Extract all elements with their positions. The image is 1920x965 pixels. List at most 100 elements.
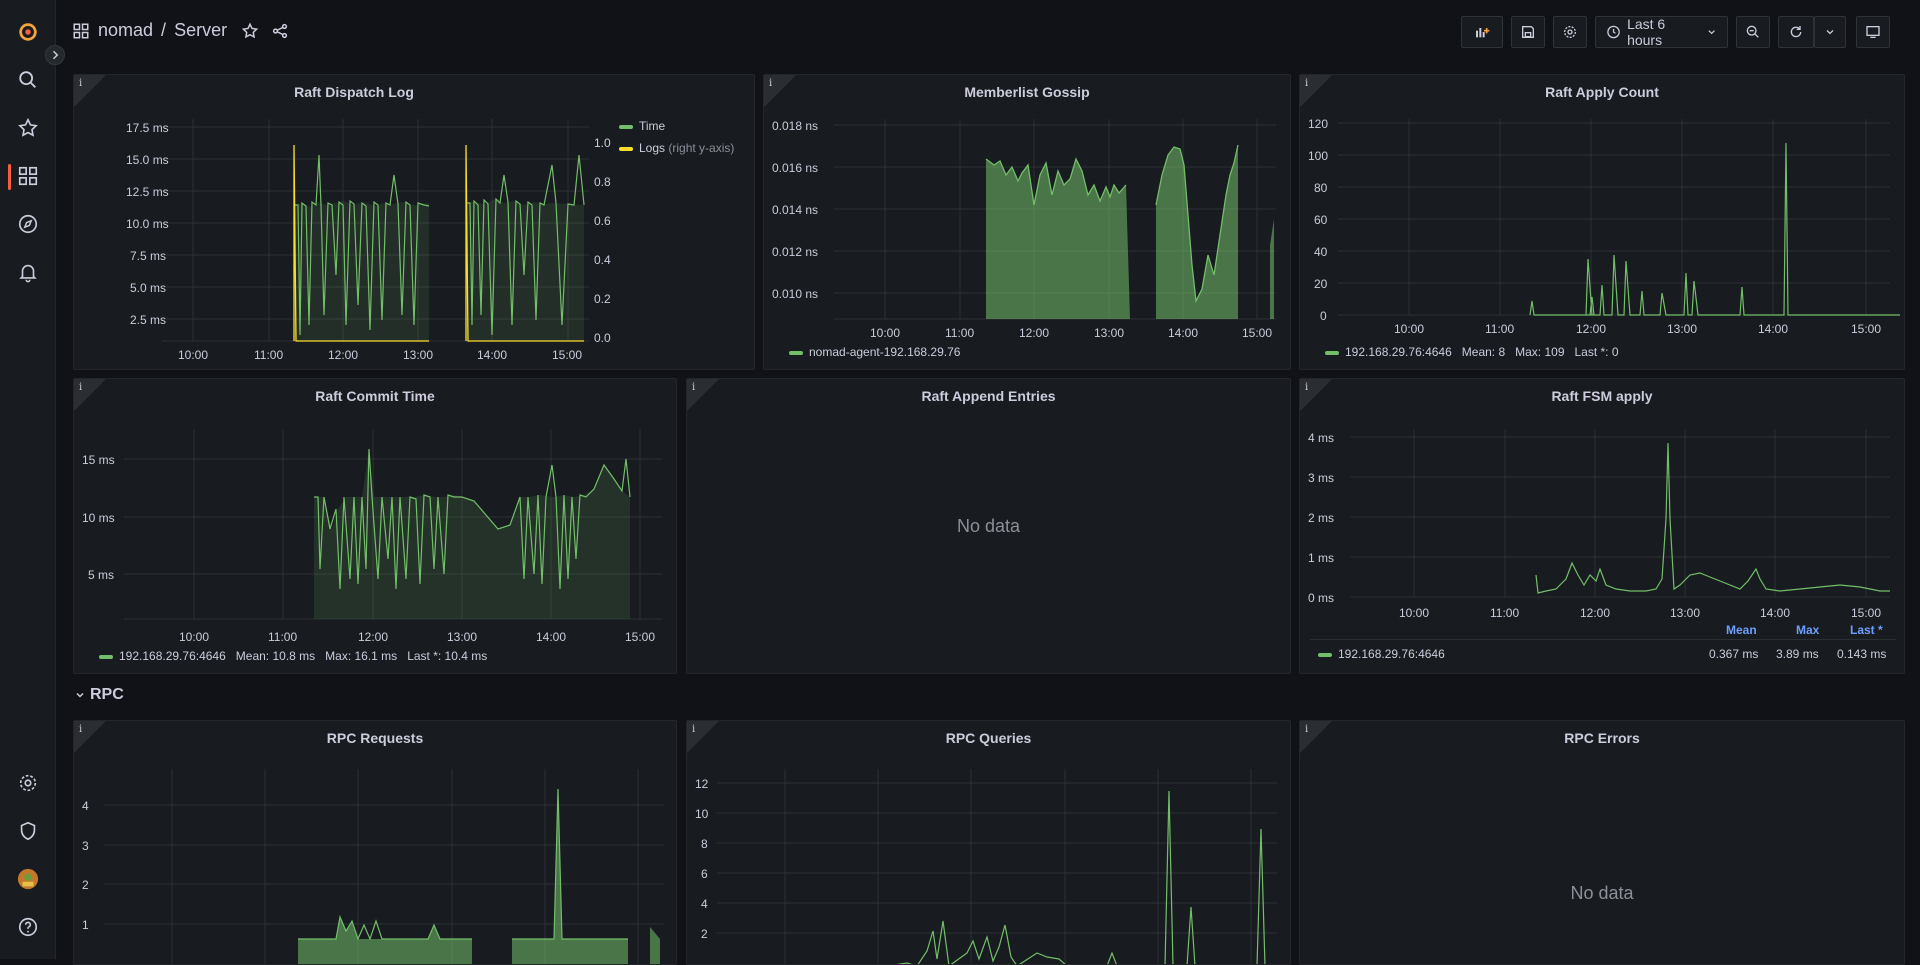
panel-info-corner[interactable] <box>764 75 796 107</box>
grid <box>162 119 589 342</box>
y-tick: 80 <box>1314 181 1328 195</box>
y-tick: 17.5 ms <box>126 121 169 135</box>
legend-header-last[interactable]: Last * <box>1850 623 1883 637</box>
panel-title[interactable]: RPC Queries <box>945 730 1032 746</box>
share-icon[interactable] <box>271 22 289 40</box>
x-tick: 11:00 <box>1485 322 1514 336</box>
legend-item[interactable]: nomad-agent-192.168.29.76 <box>789 345 960 359</box>
legend: 192.168.29.76:4646 Mean: 8 Max: 109 Last… <box>1325 345 1619 359</box>
star-dashboard-icon[interactable] <box>241 22 259 40</box>
row-header-rpc[interactable]: RPC <box>74 686 124 704</box>
memberlist-chart: 0.018 ns 0.016 ns 0.014 ns 0.012 ns 0.01… <box>772 119 1276 340</box>
panel-info-corner[interactable] <box>687 379 719 411</box>
avatar[interactable] <box>14 865 42 893</box>
panel-raft-append-entries: i Raft Append Entries No data <box>686 378 1291 674</box>
grafana-logo-icon[interactable] <box>14 18 42 46</box>
dashboards-icon[interactable] <box>14 162 42 190</box>
alerting-bell-icon[interactable] <box>14 258 42 286</box>
panel-title[interactable]: Raft Commit Time <box>315 388 435 404</box>
dashboard-settings-button[interactable] <box>1553 16 1587 48</box>
legend-mean: 0.367 ms <box>1709 647 1759 661</box>
explore-compass-icon[interactable] <box>14 210 42 238</box>
legend-item-logs[interactable]: Logs (right y-axis) <box>619 141 734 155</box>
panel-info-corner[interactable] <box>1300 721 1332 753</box>
legend-last: Last *: 10.4 ms <box>407 649 488 663</box>
info-icon: i <box>1305 724 1309 735</box>
panel-title[interactable]: Raft FSM apply <box>1551 388 1653 404</box>
help-icon[interactable] <box>14 913 42 941</box>
panel-raft-apply-count: i Raft Apply Count 120 100 80 60 40 20 0… <box>1299 74 1905 370</box>
chevron-right-icon <box>52 50 59 60</box>
legend-item[interactable]: 192.168.29.76:4646 <box>1325 345 1452 359</box>
y-tick: 4 ms <box>1308 431 1334 445</box>
refresh-icon <box>1790 26 1802 38</box>
panel-title[interactable]: RPC Errors <box>1564 730 1640 746</box>
configuration-gear-icon[interactable] <box>14 769 42 797</box>
rpc-requests-area-3 <box>650 927 660 964</box>
panel-info-corner[interactable] <box>1300 75 1332 107</box>
server-admin-shield-icon[interactable] <box>14 817 42 845</box>
panel-info-corner[interactable] <box>74 75 106 107</box>
x-tick: 13:00 <box>1094 326 1124 340</box>
y-tick: 0.012 ns <box>772 245 818 259</box>
panel-title[interactable]: Memberlist Gossip <box>964 84 1090 100</box>
legend-mean: Mean: 10.8 ms <box>235 649 316 663</box>
fsm-apply-chart: 4 ms 3 ms 2 ms 1 ms 0 ms 10:00 11:00 12:… <box>1308 429 1890 620</box>
sidebar <box>0 0 65 959</box>
y-tick: 8 <box>701 837 708 851</box>
add-panel-button[interactable] <box>1461 16 1503 48</box>
panel-info-corner[interactable] <box>687 721 719 753</box>
y-tick: 3 ms <box>1308 471 1334 485</box>
active-indicator <box>8 164 11 190</box>
panel-memberlist-gossip: i Memberlist Gossip 0.018 ns 0.016 ns 0.… <box>763 74 1291 370</box>
panel-raft-fsm-apply: i Raft FSM apply 4 ms 3 ms 2 ms 1 ms 0 m… <box>1299 378 1905 674</box>
y-tick: 0.016 ns <box>772 161 818 175</box>
panel-title[interactable]: RPC Requests <box>326 730 424 746</box>
x-tick: 15:00 <box>552 348 582 362</box>
refresh-interval-dropdown[interactable] <box>1814 16 1846 48</box>
grid <box>1338 119 1890 316</box>
x-tick: 14:00 <box>1758 322 1788 336</box>
x-tick: 13:00 <box>1667 322 1697 336</box>
no-data-message: No data <box>1570 883 1634 903</box>
panel-info-corner[interactable] <box>74 379 106 411</box>
legend-item-time[interactable]: Time <box>619 119 665 133</box>
x-tick: 14:00 <box>1760 606 1790 620</box>
dashboard-title[interactable]: Server <box>174 20 228 40</box>
panel-rpc-requests: i RPC Requests 4 3 2 1 <box>73 720 677 965</box>
expand-sidebar-button[interactable] <box>45 45 65 65</box>
save-dashboard-button[interactable] <box>1511 16 1545 48</box>
y-right-tick: 0.8 <box>594 175 611 189</box>
x-tick: 12:00 <box>1580 606 1610 620</box>
x-tick: 12:00 <box>1576 322 1606 336</box>
legend-header-mean[interactable]: Mean <box>1726 623 1757 637</box>
panel-info-corner[interactable] <box>1300 379 1332 411</box>
legend-max: Max: 16.1 ms <box>325 649 398 663</box>
x-tick: 14:00 <box>1168 326 1198 340</box>
y-tick: 2 ms <box>1308 511 1334 525</box>
legend-item[interactable]: 192.168.29.76:4646 <box>99 649 226 663</box>
search-icon[interactable] <box>14 66 42 94</box>
commit-line <box>314 448 631 590</box>
breadcrumb-folder[interactable]: nomad <box>98 20 154 40</box>
time-series-line-2 <box>466 154 585 336</box>
panel-title[interactable]: Raft Append Entries <box>921 388 1056 404</box>
tv-mode-button[interactable] <box>1856 16 1890 48</box>
grid <box>1350 429 1890 598</box>
panel-info-corner[interactable] <box>74 721 106 753</box>
panel-title[interactable]: Raft Apply Count <box>1545 84 1659 100</box>
y-tick: 7.5 ms <box>130 249 166 263</box>
starred-icon[interactable] <box>14 114 42 142</box>
chevron-down-icon <box>76 692 84 698</box>
y-tick: 0 ms <box>1308 591 1334 605</box>
gear-icon <box>1564 26 1576 38</box>
zoom-out-button[interactable] <box>1736 16 1770 48</box>
legend-item[interactable]: 192.168.29.76:4646 <box>1318 647 1445 661</box>
time-range-picker[interactable]: Last 6 hours <box>1595 16 1728 48</box>
legend-header-max[interactable]: Max <box>1796 623 1820 637</box>
y-tick: 0.010 ns <box>772 287 818 301</box>
refresh-button[interactable] <box>1778 16 1814 48</box>
panel-title[interactable]: Raft Dispatch Log <box>294 84 414 100</box>
time-range-label: Last 6 hours <box>1627 16 1666 48</box>
x-tick: 13:00 <box>447 630 477 644</box>
